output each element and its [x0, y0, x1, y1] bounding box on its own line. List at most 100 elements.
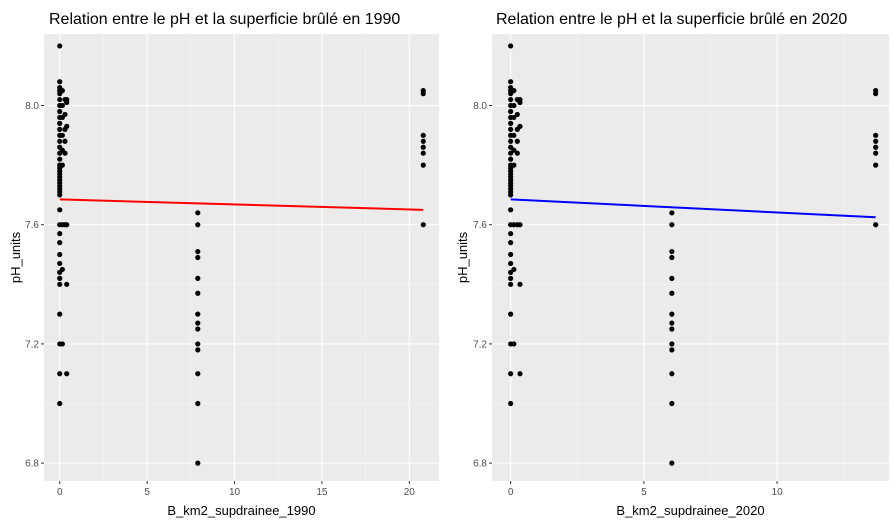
data-point — [59, 162, 65, 168]
data-point — [669, 400, 675, 407]
data-point — [873, 144, 879, 150]
trend-line-2020 — [510, 198, 876, 219]
data-point — [508, 79, 514, 85]
x-tick-label: 5 — [641, 487, 647, 498]
data-point — [195, 371, 201, 377]
x-tick-label: 0 — [57, 487, 63, 498]
x-tick-label: 10 — [772, 487, 784, 498]
y-axis-title-2020: pH_units — [455, 231, 470, 283]
x-axis-title-2020: B_km2_supdrainee_2020 — [616, 503, 764, 518]
y-tick-label: 8.0 — [473, 101, 487, 112]
data-point — [195, 311, 201, 317]
x-tick-label: 20 — [404, 487, 416, 498]
data-point — [195, 400, 201, 407]
data-point — [514, 150, 520, 156]
x-tick-label: 5 — [144, 487, 150, 498]
data-point — [517, 371, 523, 377]
data-point — [517, 123, 523, 129]
data-point — [195, 222, 201, 228]
chart-title-1990: Relation entre le pH et la superficie br… — [49, 11, 400, 28]
data-point — [669, 311, 675, 317]
data-point — [508, 260, 514, 267]
data-point — [508, 240, 514, 246]
data-point — [57, 43, 63, 49]
grid-1990 — [44, 34, 439, 481]
x-axis-1990: 0 5 10 15 20 — [57, 481, 415, 498]
data-point — [59, 341, 65, 347]
data-point — [669, 371, 675, 377]
x-tick-label: 0 — [508, 487, 514, 498]
data-point — [195, 275, 201, 281]
data-point — [873, 138, 879, 144]
data-point — [57, 138, 63, 144]
data-point — [195, 290, 201, 296]
data-point — [508, 400, 514, 407]
data-point — [508, 275, 514, 281]
y-axis-title-1990: pH_units — [8, 231, 23, 283]
y-tick-label: 8.0 — [25, 101, 39, 112]
data-point — [57, 260, 63, 267]
data-point — [508, 251, 514, 258]
data-point — [511, 132, 517, 138]
y-tick-label: 7.2 — [473, 339, 487, 350]
data-point — [57, 96, 63, 103]
data-point — [669, 275, 675, 281]
data-point — [508, 108, 514, 115]
data-point — [669, 254, 675, 261]
data-point — [511, 266, 517, 273]
data-point — [420, 150, 426, 156]
data-point — [669, 290, 675, 296]
data-point — [508, 126, 514, 132]
data-point — [195, 320, 201, 326]
data-point — [508, 192, 514, 198]
data-point — [511, 102, 517, 109]
data-point — [57, 207, 63, 213]
data-point — [873, 222, 879, 228]
points-1990 — [57, 43, 426, 466]
data-point — [64, 99, 70, 106]
data-point — [59, 102, 65, 109]
data-point — [514, 138, 520, 144]
data-point — [62, 111, 68, 118]
data-point — [508, 371, 514, 377]
data-point — [57, 108, 63, 115]
x-tick-label: 10 — [229, 487, 241, 498]
data-point — [57, 231, 63, 237]
data-point — [195, 248, 201, 255]
data-point — [420, 144, 426, 150]
data-point — [508, 207, 514, 213]
data-point — [62, 138, 68, 144]
y-tick-label: 6.8 — [473, 459, 487, 470]
data-point — [508, 120, 514, 126]
data-point — [57, 240, 63, 246]
data-point — [57, 281, 63, 287]
y-tick-label: 7.6 — [473, 220, 487, 231]
data-point — [420, 91, 426, 97]
data-point — [195, 460, 201, 466]
data-point — [669, 320, 675, 326]
data-point — [508, 281, 514, 287]
data-point — [64, 281, 70, 287]
data-point — [873, 91, 879, 97]
data-point — [669, 326, 675, 332]
y-tick-label: 7.6 — [25, 220, 39, 231]
data-point — [669, 248, 675, 255]
data-point — [64, 222, 70, 228]
data-point — [62, 150, 68, 156]
data-point — [420, 222, 426, 228]
data-point — [873, 150, 879, 156]
data-point — [59, 132, 65, 138]
data-point — [669, 460, 675, 466]
x-tick-label: 15 — [316, 487, 328, 498]
y-tick-label: 6.8 — [25, 459, 39, 470]
data-point — [508, 156, 514, 162]
data-point — [195, 254, 201, 261]
data-point — [517, 99, 523, 106]
data-point — [57, 126, 63, 132]
data-point — [195, 347, 201, 353]
data-point — [57, 79, 63, 85]
y-axis-2020: 6.8 7.2 7.6 8.0 — [473, 101, 492, 470]
data-point — [57, 400, 63, 407]
trend-line — [59, 198, 424, 211]
